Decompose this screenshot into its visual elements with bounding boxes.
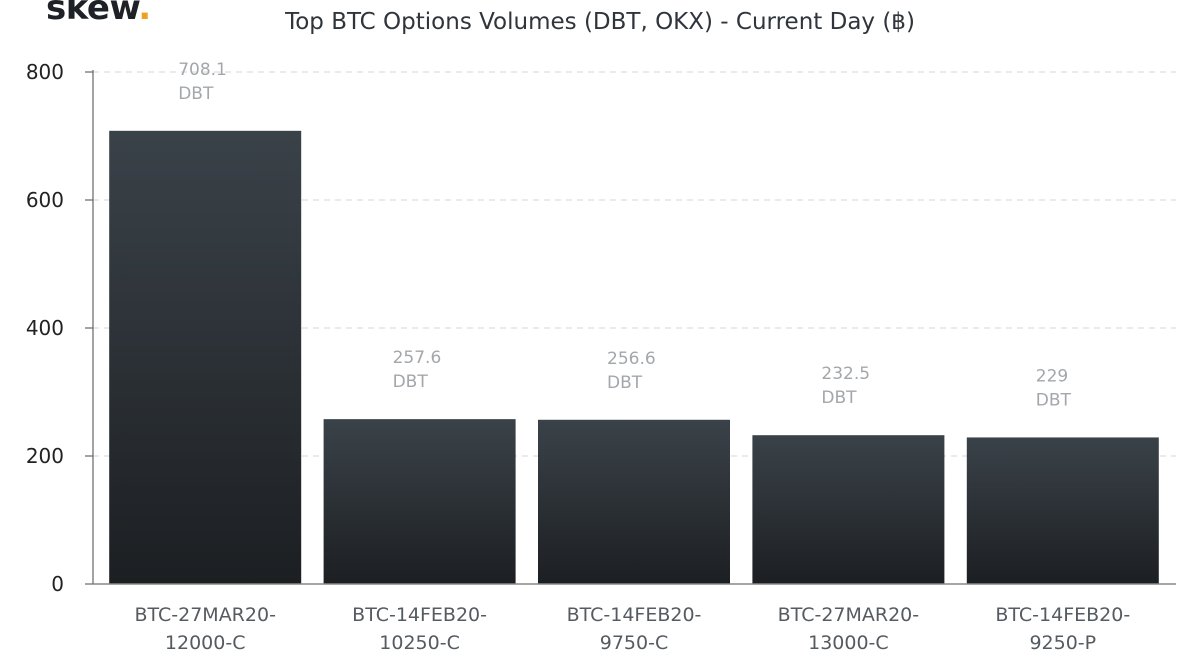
value-label: 256.6: [607, 349, 656, 369]
x-tick-label: BTC-27MAR20-: [778, 604, 919, 626]
skew-logo: skew.: [46, 0, 151, 28]
x-tick-label: BTC-14FEB20-: [995, 604, 1130, 626]
x-tick-label: BTC-14FEB20-: [567, 604, 702, 626]
bar: [109, 130, 302, 585]
value-label: 708.1: [178, 60, 227, 80]
value-label: 257.6: [393, 348, 442, 368]
x-tick-label: 9250-P: [1029, 632, 1096, 654]
exchange-label: DBT: [607, 373, 643, 393]
axes: [85, 70, 1176, 585]
labels: 0 200 400 600 800 708.1 DBT BTC-27MAR20- 12000-C…: [26, 60, 1130, 654]
exchange-label: DBT: [1036, 390, 1072, 410]
bar: [752, 435, 945, 584]
value-label: 229: [1036, 366, 1068, 386]
x-tick-label: 10250-C: [379, 632, 460, 654]
x-tick-label: BTC-14FEB20-: [352, 604, 487, 626]
bars: [109, 130, 1159, 585]
y-tick-label: 0: [51, 572, 64, 596]
y-tick-label: 400: [26, 316, 64, 340]
exchange-label: DBT: [821, 388, 857, 408]
y-tick-label: 200: [26, 444, 64, 468]
x-tick-label: BTC-27MAR20-: [134, 604, 275, 626]
exchange-label: DBT: [178, 84, 214, 104]
x-tick-label: 9750-C: [600, 632, 668, 654]
y-tick-label: 800: [26, 60, 64, 84]
logo-dot: .: [138, 0, 151, 28]
x-tick-label: 13000-C: [808, 632, 889, 654]
bar: [966, 437, 1159, 584]
value-label: 232.5: [821, 364, 870, 384]
exchange-label: DBT: [393, 372, 429, 392]
chart-title: Top BTC Options Volumes (DBT, OKX) - Cur…: [285, 9, 915, 35]
bar: [323, 419, 516, 584]
x-tick-label: 12000-C: [165, 632, 246, 654]
logo-text: skew: [46, 0, 139, 28]
y-tick-label: 600: [26, 188, 64, 212]
bar: [538, 419, 730, 584]
